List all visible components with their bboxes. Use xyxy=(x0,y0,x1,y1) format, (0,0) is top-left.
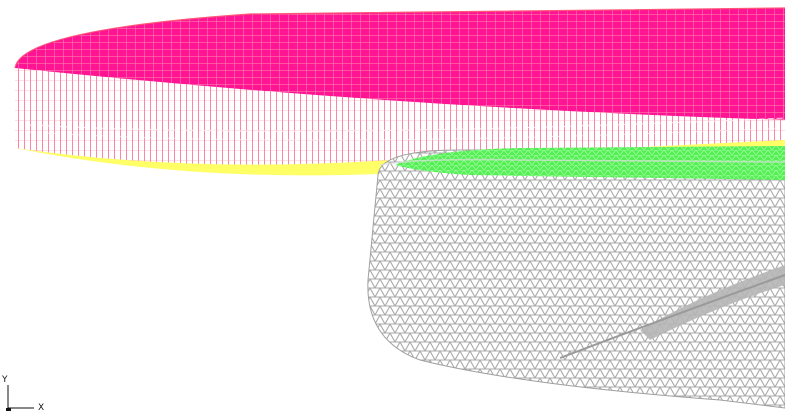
lower-body-crease xyxy=(640,265,785,340)
axis-y-label: Y xyxy=(2,375,8,385)
upper-disc[interactable] xyxy=(14,7,785,176)
axis-triad: Y X xyxy=(0,370,60,415)
upper-disc-side-wall xyxy=(15,68,785,165)
axis-triad-icon xyxy=(6,385,34,411)
axis-x-label: X xyxy=(38,403,45,413)
lower-body-top-face xyxy=(395,146,785,180)
upper-disc-top-surface xyxy=(15,8,785,120)
lower-body[interactable] xyxy=(367,146,785,409)
lower-body-mesh xyxy=(367,149,785,409)
